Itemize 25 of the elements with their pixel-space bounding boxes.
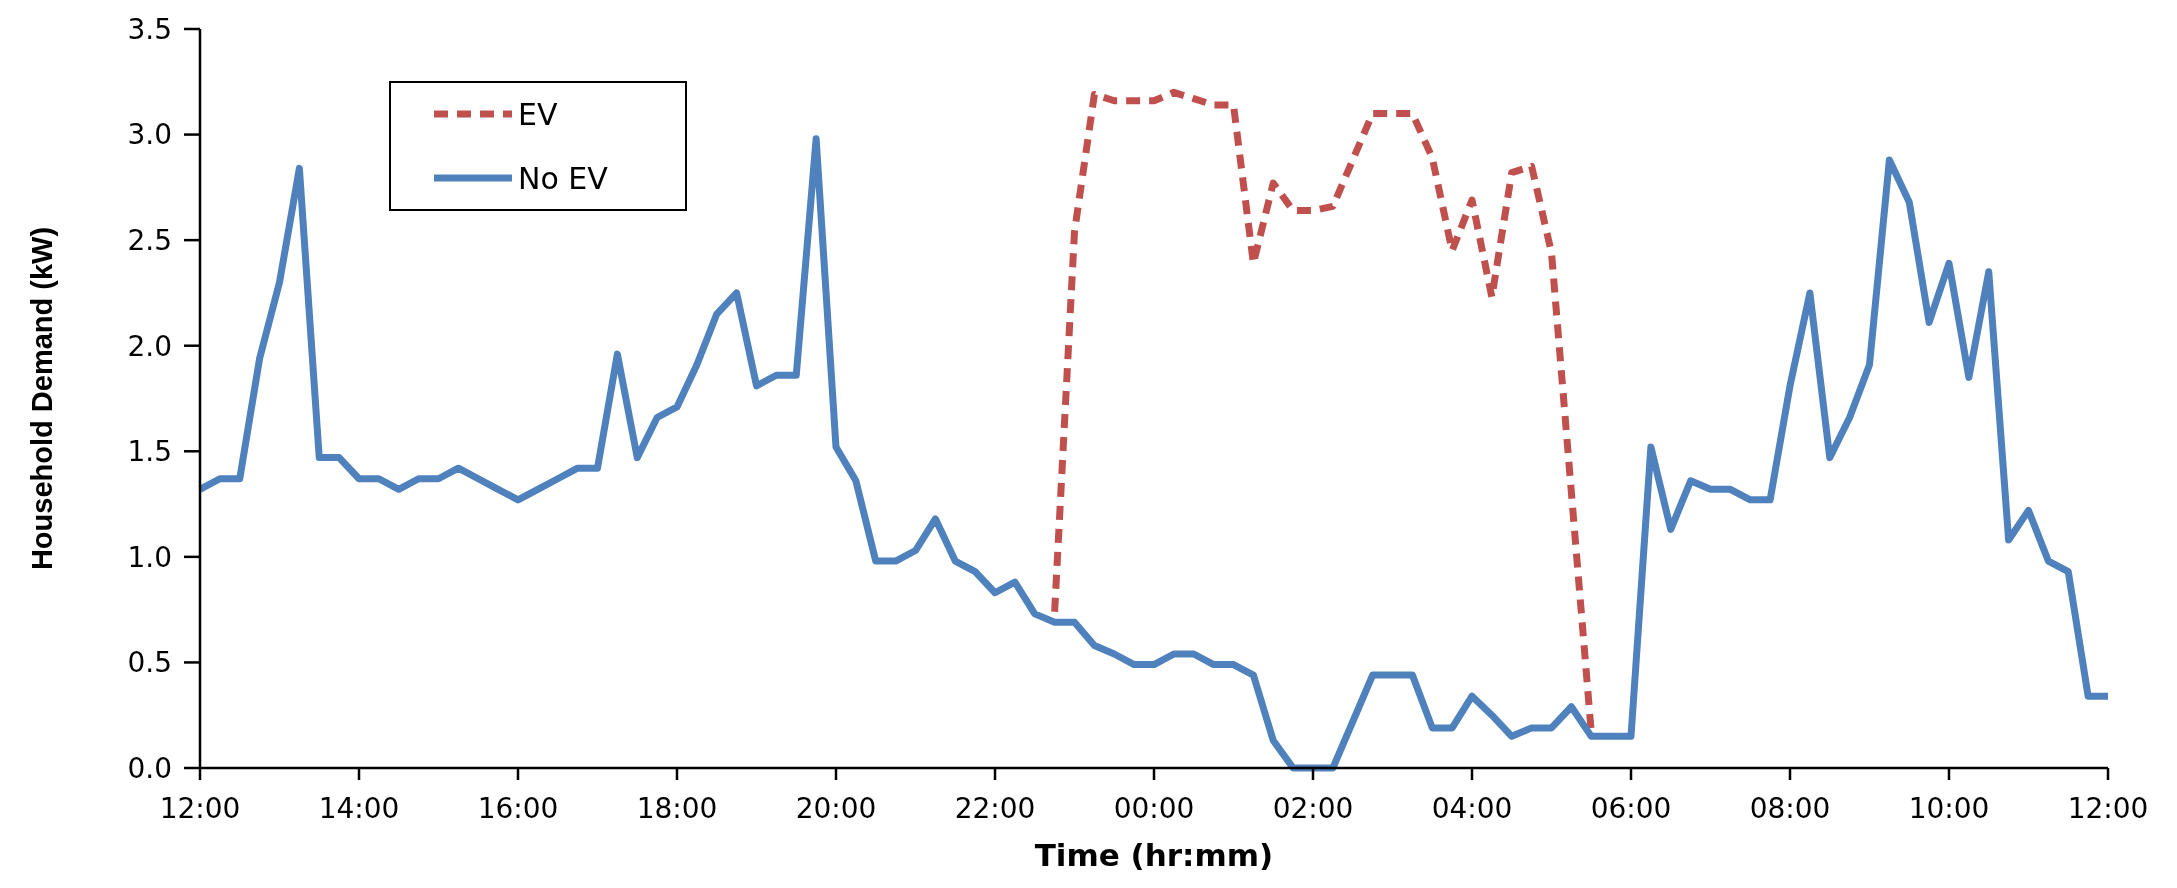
x-tick-label: 20:00 [795, 792, 877, 825]
x-tick-label: 00:00 [1113, 792, 1195, 825]
x-axis-title: Time (hr:mm) [1034, 837, 1274, 873]
y-axis-title: Household Demand (kW) [26, 226, 58, 571]
x-tick-label: 16:00 [477, 792, 559, 825]
x-tick-label: 04:00 [1431, 792, 1513, 825]
y-tick-label: 3.0 [127, 118, 172, 152]
y-tick-label: 2.5 [127, 223, 172, 257]
x-tick-label: 02:00 [1272, 792, 1354, 825]
x-tick-label: 06:00 [1590, 792, 1672, 825]
x-tick-label: 18:00 [636, 792, 718, 825]
x-tick-label: 22:00 [954, 792, 1036, 825]
y-tick-label: 2.0 [127, 329, 172, 363]
y-tick-label: 1.0 [127, 540, 172, 574]
y-tick-label: 3.5 [127, 12, 172, 46]
x-tick-label: 12:00 [159, 792, 241, 825]
legend-label: No EV [518, 160, 609, 196]
x-tick-label: 10:00 [1908, 792, 1990, 825]
y-tick-label: 0.0 [127, 751, 172, 785]
x-tick-label: 12:00 [2067, 792, 2149, 825]
x-tick-label: 14:00 [318, 792, 400, 825]
x-tick-label: 08:00 [1749, 792, 1831, 825]
y-tick-label: 1.5 [127, 435, 172, 469]
legend-label: EV [518, 96, 558, 132]
y-tick-label: 0.5 [127, 646, 172, 680]
